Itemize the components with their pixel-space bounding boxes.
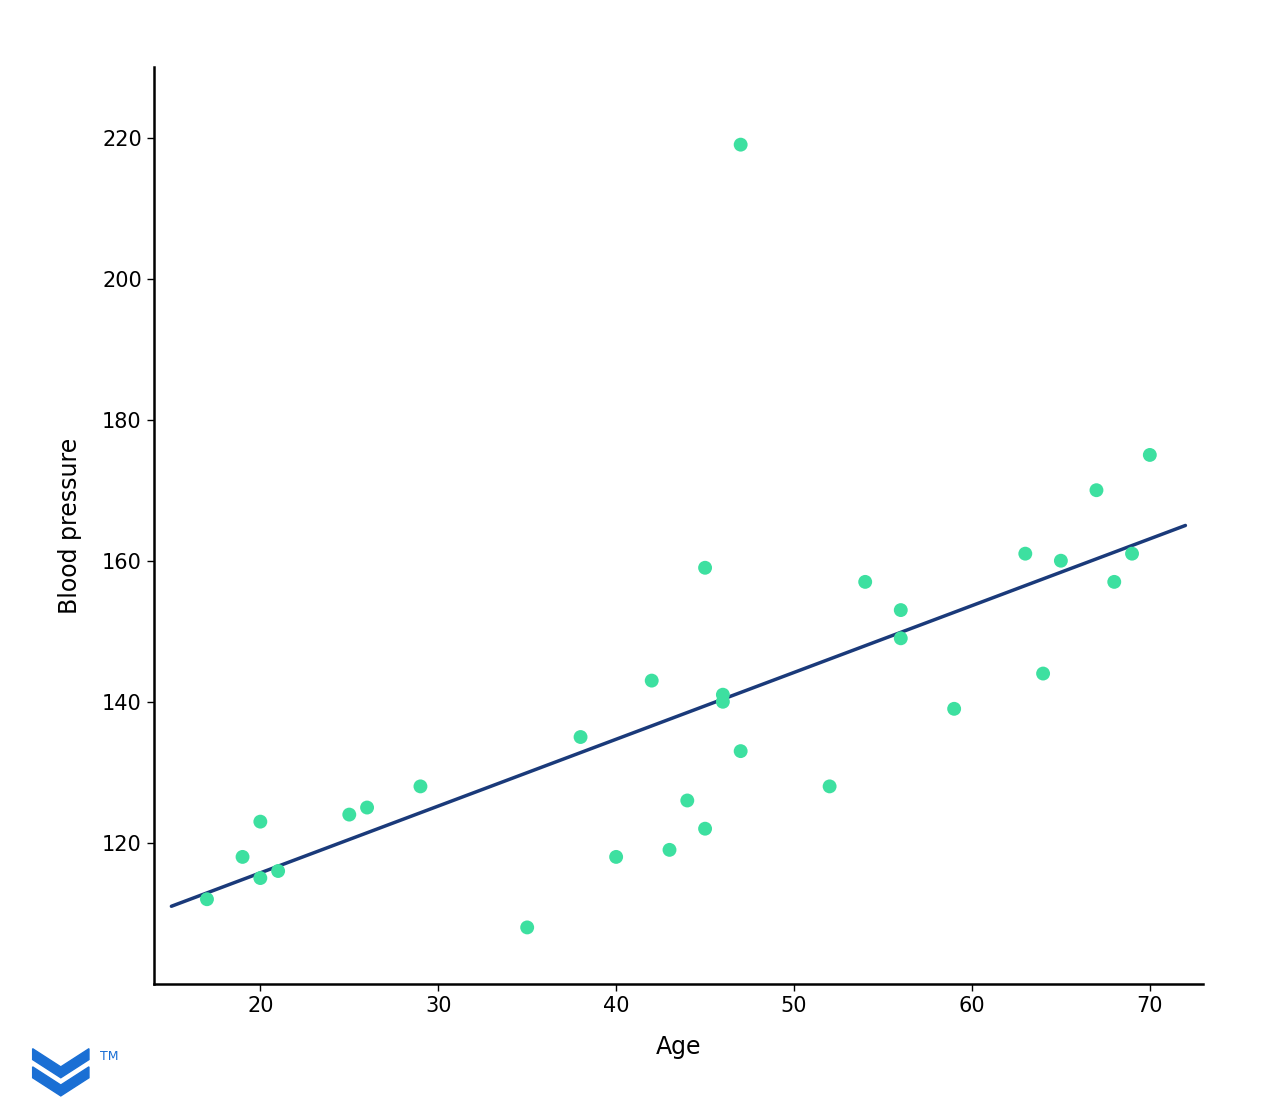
Point xyxy=(1015,544,1036,562)
Point xyxy=(232,847,252,865)
Point xyxy=(517,919,538,937)
Point xyxy=(571,728,591,746)
Point xyxy=(605,847,626,865)
Point xyxy=(1051,552,1071,570)
Point xyxy=(713,685,733,703)
Point xyxy=(659,841,680,859)
Point xyxy=(197,890,218,908)
Point xyxy=(943,700,964,718)
Point xyxy=(695,819,716,837)
Point xyxy=(1105,572,1125,590)
Point xyxy=(1033,664,1053,682)
Point xyxy=(891,601,911,619)
Point xyxy=(891,629,911,647)
Point xyxy=(695,559,716,577)
X-axis label: Age: Age xyxy=(655,1035,701,1059)
Polygon shape xyxy=(33,1067,90,1096)
Point xyxy=(855,572,876,590)
Point xyxy=(819,777,840,795)
Point xyxy=(250,813,270,831)
Point xyxy=(410,777,430,795)
Point xyxy=(677,792,698,809)
Point xyxy=(268,862,288,880)
Point xyxy=(250,869,270,887)
Point xyxy=(641,672,662,690)
Text: TM: TM xyxy=(100,1050,118,1063)
Y-axis label: Blood pressure: Blood pressure xyxy=(59,437,82,614)
Point xyxy=(1139,446,1160,464)
Point xyxy=(1121,544,1142,562)
Polygon shape xyxy=(33,1049,90,1078)
Point xyxy=(731,135,751,153)
Point xyxy=(713,693,733,711)
Point xyxy=(339,806,360,824)
Point xyxy=(731,742,751,760)
Point xyxy=(1087,481,1107,499)
Point xyxy=(357,798,378,816)
